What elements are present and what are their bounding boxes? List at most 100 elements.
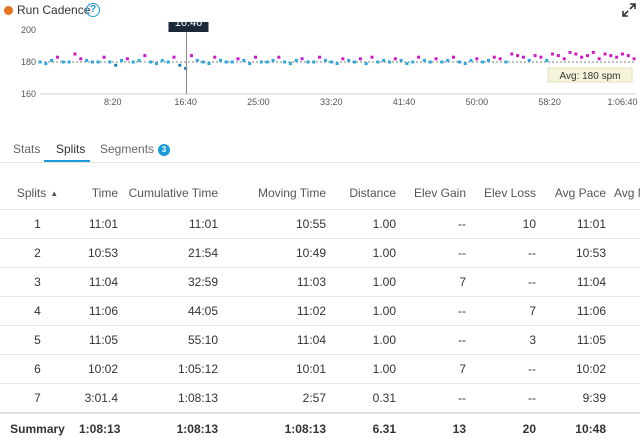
sort-ascending-icon[interactable]: ▲ [50,188,59,198]
cadence-point [568,50,572,54]
active-tab-indicator [44,160,90,162]
cell: 7 [470,296,540,326]
cell: 55:10 [122,325,222,355]
x-tick-label: 50:00 [466,97,489,107]
cell: 7 [0,383,75,413]
cadence-point [207,62,211,66]
help-icon[interactable]: ? [86,3,100,17]
x-tick-label: 25:00 [247,97,270,107]
cadence-point [38,60,42,64]
cadence-point [160,58,164,62]
tab-segments[interactable]: Segments 3 [100,142,171,156]
cell [610,209,640,239]
cadence-point [67,60,71,64]
tab-bar: Stats Splits Segments 3 [0,136,640,163]
cursor-time-label: 16:46 [175,22,203,29]
cell: 1.00 [330,267,400,297]
cadence-point [283,60,287,64]
cadence-point [370,55,374,59]
cell: 32:59 [122,267,222,297]
cadence-point [230,60,234,64]
cell: Summary [0,412,75,443]
cell: 11:01 [540,209,610,239]
y-tick-label: 180 [21,57,36,67]
cadence-point [277,55,281,59]
cell: -- [400,296,470,326]
cadence-point [527,58,531,62]
cadence-scatter-plot[interactable]: 200 180 160 8:20 16:40 25:00 33:20 41:40 50:00 58… [0,22,640,110]
cadence-point [265,60,269,64]
x-tick-label: 41:40 [393,97,416,107]
tab-segments-label: Segments [100,142,155,156]
x-tick-label: 58:20 [538,97,561,107]
cadence-point [341,57,345,61]
cadence-point [294,58,298,62]
cadence-point [428,60,432,64]
cadence-point [271,58,275,62]
average-label: Avg: 180 spm [560,71,621,82]
column-header-avg-pace[interactable]: Avg Pace [554,185,606,200]
column-header-elev-gain[interactable]: Elev Gain [413,185,466,200]
cadence-point [574,52,578,56]
cell: -- [400,209,470,239]
cadence-point [213,55,217,59]
cell: -- [400,383,470,413]
cell [610,383,640,413]
cadence-point [73,52,77,56]
table-row: 4 11:06 44:05 11:02 1.00 -- 7 11:06 [0,296,640,326]
cell: 1.00 [330,238,400,268]
cadence-point [376,60,380,64]
chart-header: Run Cadence ? [0,0,640,22]
cadence-point [387,60,391,64]
tab-splits[interactable]: Splits [56,142,86,156]
cell: 1:08:13 [122,412,222,443]
cell: 10:53 [75,238,122,268]
cadence-point [172,55,176,59]
cadence-point [353,60,357,64]
cell: 2 [0,238,75,268]
cadence-point [364,62,368,66]
x-tick-label: 1:06:40 [607,97,637,107]
column-header-cumulative-time[interactable]: Cumulative Time [128,185,218,200]
cadence-point [242,58,246,62]
table-header-row: Splits ▲ Time Cumulative Time Moving Time… [0,176,640,210]
cadence-point [61,60,65,64]
cell [610,238,640,268]
column-header-avg-moving-pace[interactable]: Avg Movi [614,185,640,200]
tab-stats[interactable]: Stats [13,142,41,156]
expand-icon[interactable] [622,3,636,17]
cell: 3:01.4 [75,383,122,413]
cell: 10:02 [540,354,610,384]
cadence-point [591,50,595,54]
column-header-elev-loss[interactable]: Elev Loss [483,185,536,200]
cadence-point [545,58,549,62]
cadence-point [469,58,473,62]
cadence-point [457,60,461,64]
run-cadence-chart-panel: Run Cadence ? 200 180 160 8:20 16:40 25:00 33:… [0,0,640,110]
column-header-distance[interactable]: Distance [349,185,396,200]
cadence-point [393,57,397,61]
cadence-point [166,60,170,64]
cell: 10:01 [222,354,330,384]
column-header-splits[interactable]: Splits ▲ [16,185,59,200]
cadence-point [434,57,438,61]
y-tick-label: 200 [21,25,36,35]
cell: 1:08:13 [75,412,122,443]
cadence-point [143,54,147,58]
cell: -- [470,238,540,268]
cell: 11:05 [540,325,610,355]
cadence-point [440,60,444,64]
cadence-point [347,58,351,62]
x-tick-label: 16:40 [174,97,197,107]
cadence-point [50,58,54,62]
cadence-point [248,62,252,66]
column-header-moving-time[interactable]: Moving Time [257,185,326,200]
cadence-point [492,55,496,59]
cadence-point [259,60,263,64]
cell [610,354,640,384]
cadence-point [422,58,426,62]
cell: 10:48 [540,412,610,443]
column-header-time[interactable]: Time [91,185,118,200]
cadence-point [125,57,129,61]
cadence-point [108,60,112,64]
